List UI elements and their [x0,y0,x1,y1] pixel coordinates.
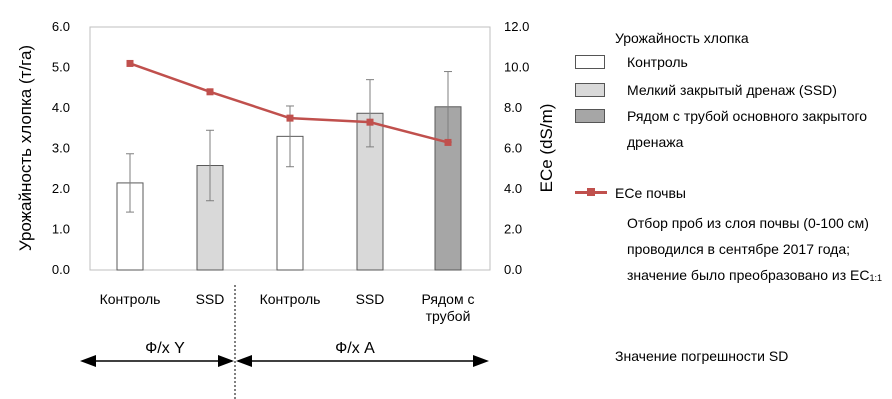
bar [356,112,384,271]
left-tick-label: 0.0 [52,262,70,277]
left-tick-label: 6.0 [52,19,70,34]
right-tick-label: 12.0 [504,19,529,34]
right-tick-label: 8.0 [504,100,522,115]
ece-point [286,114,294,122]
legend-swatch-control [575,55,605,69]
right-tick-label: 2.0 [504,222,522,237]
group-arrow-y [80,355,234,367]
category-label: трубой [426,308,471,324]
right-tick-label: 10.0 [504,60,529,75]
y-right-label: ECe (dS/m) [537,104,556,193]
sampling-note: Отбор проб из слоя почвы (0-100 см) пров… [627,210,892,291]
group-label-y: Ф/х Y [145,340,185,357]
sampling-note-text: Отбор проб из слоя почвы (0-100 см) пров… [627,215,870,283]
ece-point [366,118,374,126]
left-tick-label: 3.0 [52,141,70,156]
category-label: SSD [196,291,225,307]
left-axis-ticks: 0.0 1.0 2.0 3.0 4.0 5.0 6.0 [52,19,70,277]
ece-point [126,59,134,67]
legend-label-ece: ECe почвы [615,185,686,201]
legend-swatch-near-pipe [575,109,605,123]
legend-label-near-pipe: Рядом с трубой основного закрытого дрена… [627,108,868,150]
right-tick-label: 0.0 [504,262,522,277]
sampling-note-subscript: 1:1 [869,273,883,283]
legend-label-control: Контроль [627,54,688,70]
right-tick-label: 4.0 [504,181,522,196]
legend-title: Урожайность хлопка [615,30,749,46]
ece-point [444,138,452,146]
left-tick-label: 2.0 [52,181,70,196]
group-label-a: Ф/х A [335,340,375,357]
ece-line [126,59,452,146]
sd-note: Значение погрешности SD [615,348,789,364]
ece-point [206,88,214,96]
left-tick-label: 5.0 [52,60,70,75]
category-label: Контроль [100,291,161,307]
legend-line-marker [587,188,595,196]
left-tick-label: 4.0 [52,100,70,115]
legend-label-ssd: Мелкий закрытый дренаж (SSD) [627,82,837,98]
right-tick-label: 6.0 [504,141,522,156]
left-tick-label: 1.0 [52,222,70,237]
bar [276,135,304,271]
category-label: Рядом с [422,291,475,307]
legend-swatch-ssd [575,83,605,97]
category-label: SSD [356,291,385,307]
group-arrow-a [236,355,489,367]
right-axis-ticks: 0.0 2.0 4.0 6.0 8.0 10.0 12.0 [504,19,529,277]
y-left-label: Урожайность хлопка (т/га) [16,45,35,251]
category-label: Контроль [260,291,321,307]
